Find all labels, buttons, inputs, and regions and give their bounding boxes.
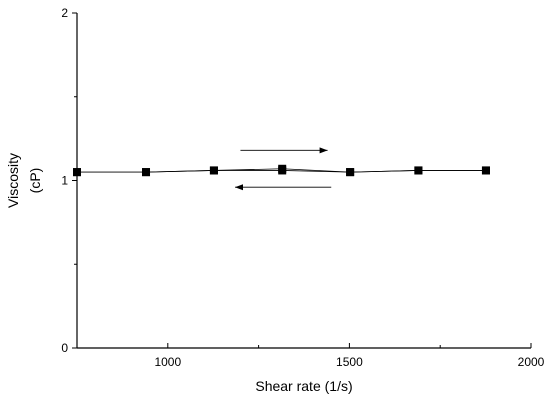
direction-arrow-right-head — [319, 147, 328, 154]
x-tick-label: 2000 — [518, 355, 545, 369]
annotation-group — [234, 147, 332, 191]
y-axis-title: Viscosity — [5, 153, 21, 208]
series-2-point — [209, 166, 218, 175]
tick-labels: 1000 1500 2000 0 1 2 — [61, 6, 544, 369]
series-2-point — [73, 168, 81, 177]
series-2-point — [278, 164, 287, 173]
series-2-point — [346, 168, 355, 177]
series-group — [73, 164, 490, 177]
y-tick-label: 2 — [61, 6, 68, 20]
x-tick-label: 1500 — [336, 355, 363, 369]
x-tick-label: 1000 — [154, 355, 181, 369]
y-tick-label: 0 — [61, 341, 68, 355]
x-axis-title: Shear rate (1/s) — [255, 378, 352, 394]
series-2-point — [142, 168, 151, 177]
series-2-point — [414, 166, 423, 175]
direction-arrow-left-head — [234, 184, 243, 191]
y-axis-unit: (cP) — [27, 168, 43, 194]
tick-marks — [72, 12, 532, 349]
axes — [76, 13, 531, 349]
series-2-point — [481, 166, 490, 175]
y-tick-label: 1 — [61, 174, 68, 188]
